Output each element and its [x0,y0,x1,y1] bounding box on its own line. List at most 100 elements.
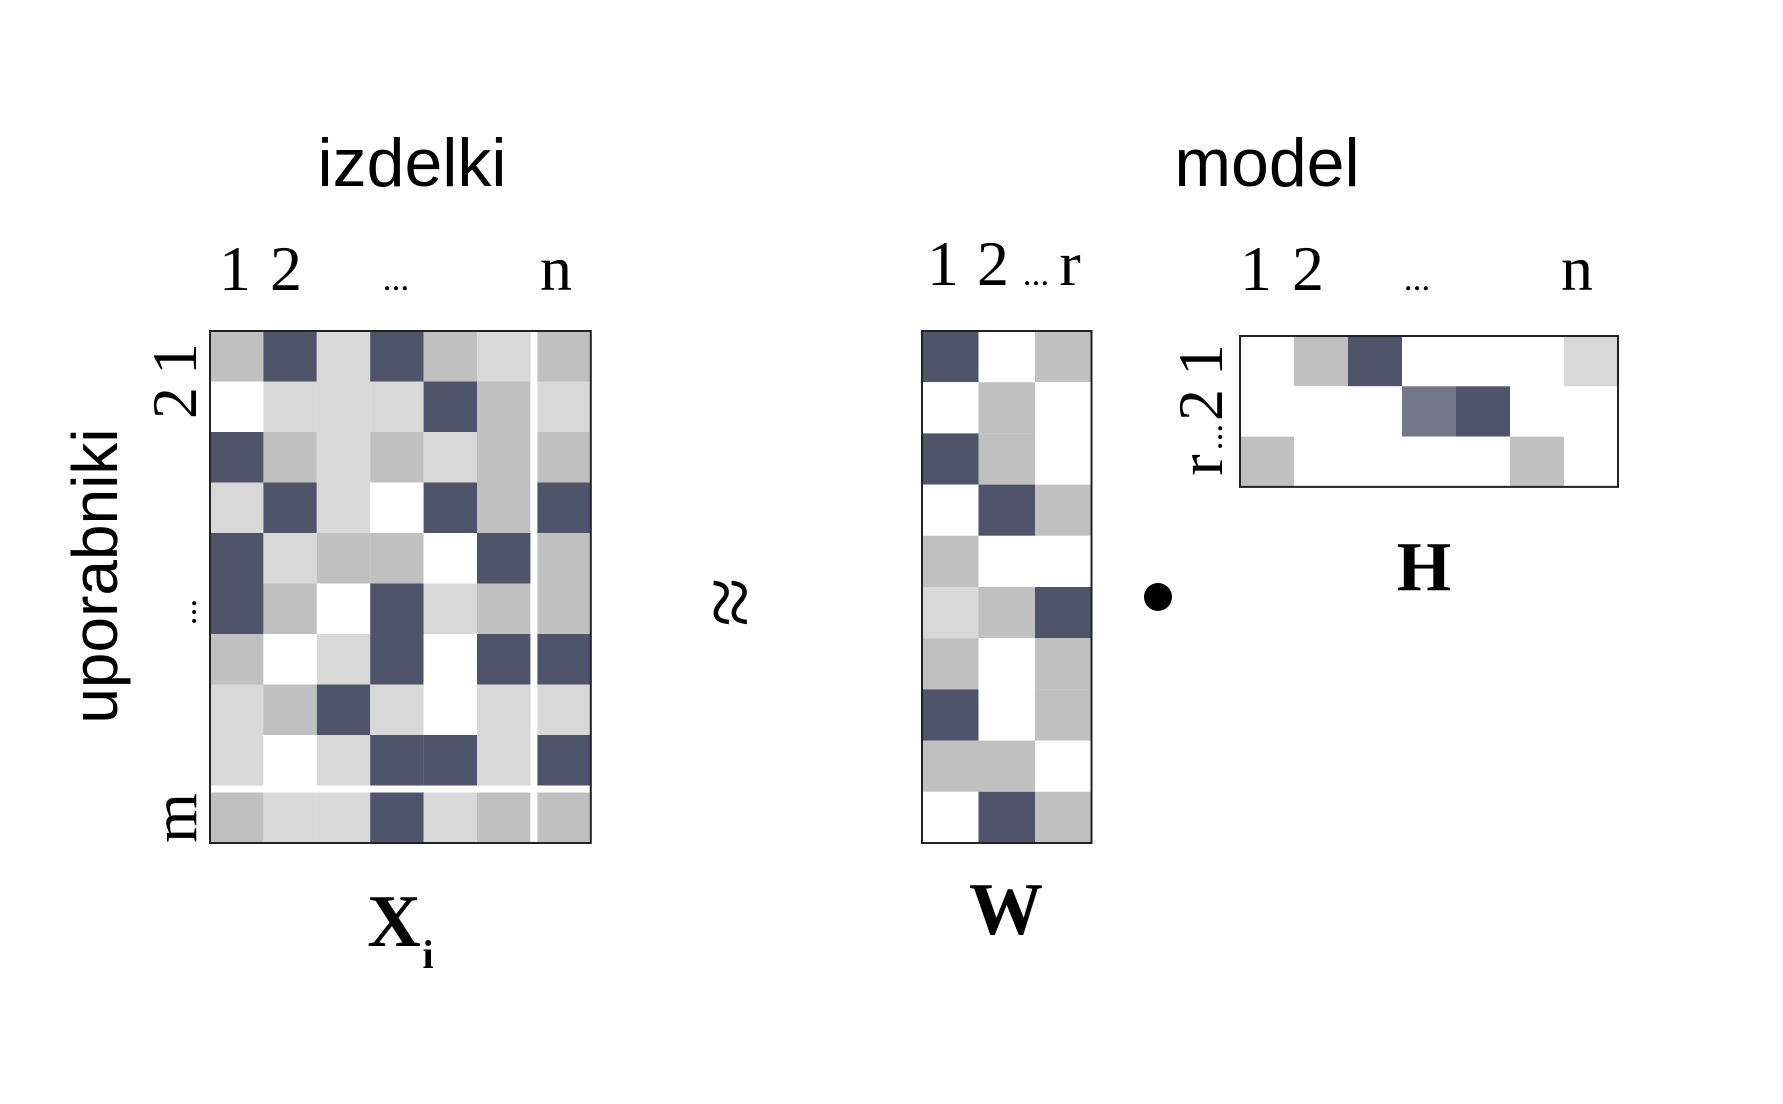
h-matrix-cell [1402,336,1456,387]
x-matrix-cell [316,482,371,533]
x-col-tick: 2 [270,233,302,304]
x-matrix-cell [263,432,317,483]
w-matrix-cell [978,484,1035,536]
x-col-tick: ... [383,259,409,298]
w-matrix-cell [1035,331,1092,383]
x-matrix-cell [316,735,371,786]
x-col-tick: n [540,233,572,304]
approx-symbol: ≈ [681,577,780,626]
x-matrix-cell [477,331,531,382]
w-matrix-cell [1035,689,1092,741]
x-matrix-cell [537,432,591,483]
w-column-ticks: 1 2... r [927,228,1081,299]
x-matrix-cell [210,735,264,786]
w-col-tick: 2 [977,228,1009,299]
x-matrix-cell [423,634,477,685]
x-matrix-cell [316,684,371,735]
w-matrix-cell [1035,638,1092,690]
x-matrix-cell [263,634,317,685]
w-matrix [921,330,1093,844]
x-row-tick: m [139,793,210,843]
h-matrix-cell [1402,436,1456,487]
x-matrix-cell [423,533,477,584]
x-matrix-cell [370,634,424,685]
x-matrix-cell [370,792,424,843]
x-matrix-cell [210,583,264,634]
x-row-tick: 2 [139,387,210,419]
x-matrix-cell [477,432,531,483]
x-matrix-cell [477,381,531,432]
w-matrix-cell [1035,791,1092,843]
x-matrix-cell [263,735,317,786]
h-col-tick: 1 [1240,233,1272,304]
w-matrix-cell [922,587,979,639]
x-matrix-cell [316,432,371,483]
w-matrix-cell [1035,535,1092,587]
w-matrix-cell [978,740,1035,792]
w-matrix-name: W [969,869,1043,951]
x-matrix-cell [423,735,477,786]
multiplication-dot [1144,583,1172,611]
model-heading: model [1174,125,1359,201]
h-matrix-cell [1348,386,1402,437]
h-matrix-cell [1240,386,1294,437]
x-matrix-cell [423,792,477,843]
x-matrix-cell [370,533,424,584]
x-matrix-cell [423,482,477,533]
x-matrix-cell [477,533,531,584]
h-matrix-cell [1510,386,1564,437]
w-matrix-cell [922,791,979,843]
h-matrix [1239,335,1619,488]
w-matrix-cell [978,638,1035,690]
x-matrix-cell [423,684,477,735]
w-col-tick: 1 [927,228,959,299]
w-matrix-cell [1035,382,1092,434]
x-matrix-cell [263,583,317,634]
w-matrix-cell [1035,740,1092,792]
x-matrix-cell [370,583,424,634]
x-matrix-cell [316,792,371,843]
h-matrix-cell [1294,436,1348,487]
x-matrix-cell [210,482,264,533]
h-col-tick: 2 [1292,233,1324,304]
x-matrix-cell [263,792,317,843]
x-matrix-cell [210,792,264,843]
x-matrix-subscript: i [422,932,433,977]
x-matrix-cell [263,381,317,432]
x-matrix-name: X [367,881,420,963]
w-matrix-cell [1035,433,1092,485]
x-matrix-cell [477,634,531,685]
x-matrix-cell [210,533,264,584]
h-row-ticks: 1 2... r [1165,344,1236,476]
w-matrix-border [921,330,1093,844]
x-matrix-cell [477,735,531,786]
w-matrix-cell [922,535,979,587]
x-matrix-cell [210,331,264,382]
w-matrix-cell [922,433,979,485]
w-matrix-cell [1035,484,1092,536]
w-matrix-cell [922,331,979,383]
h-matrix-cell [1348,436,1402,487]
w-matrix-cell [978,587,1035,639]
x-matrix-cell [316,533,371,584]
h-row-tick: ... [1191,424,1230,450]
x-row-ticks: 1 2... m [139,343,210,843]
x-matrix-cell [537,583,591,634]
x-matrix-cell [263,684,317,735]
w-col-tick: ... [1023,254,1049,293]
x-matrix-cell [537,482,591,533]
w-matrix-cell [978,791,1035,843]
w-matrix-cell [922,484,979,536]
w-matrix-cell [922,740,979,792]
h-col-tick: ... [1404,259,1430,298]
h-matrix-name: H [1397,529,1451,606]
w-matrix-cell [978,535,1035,587]
x-matrix-cell [370,684,424,735]
h-matrix-cell [1456,436,1510,487]
x-matrix-cell [477,482,531,533]
x-matrix-cell [370,432,424,483]
h-matrix-cell [1510,436,1564,487]
h-matrix-cell [1402,386,1456,437]
w-matrix-cell [978,433,1035,485]
